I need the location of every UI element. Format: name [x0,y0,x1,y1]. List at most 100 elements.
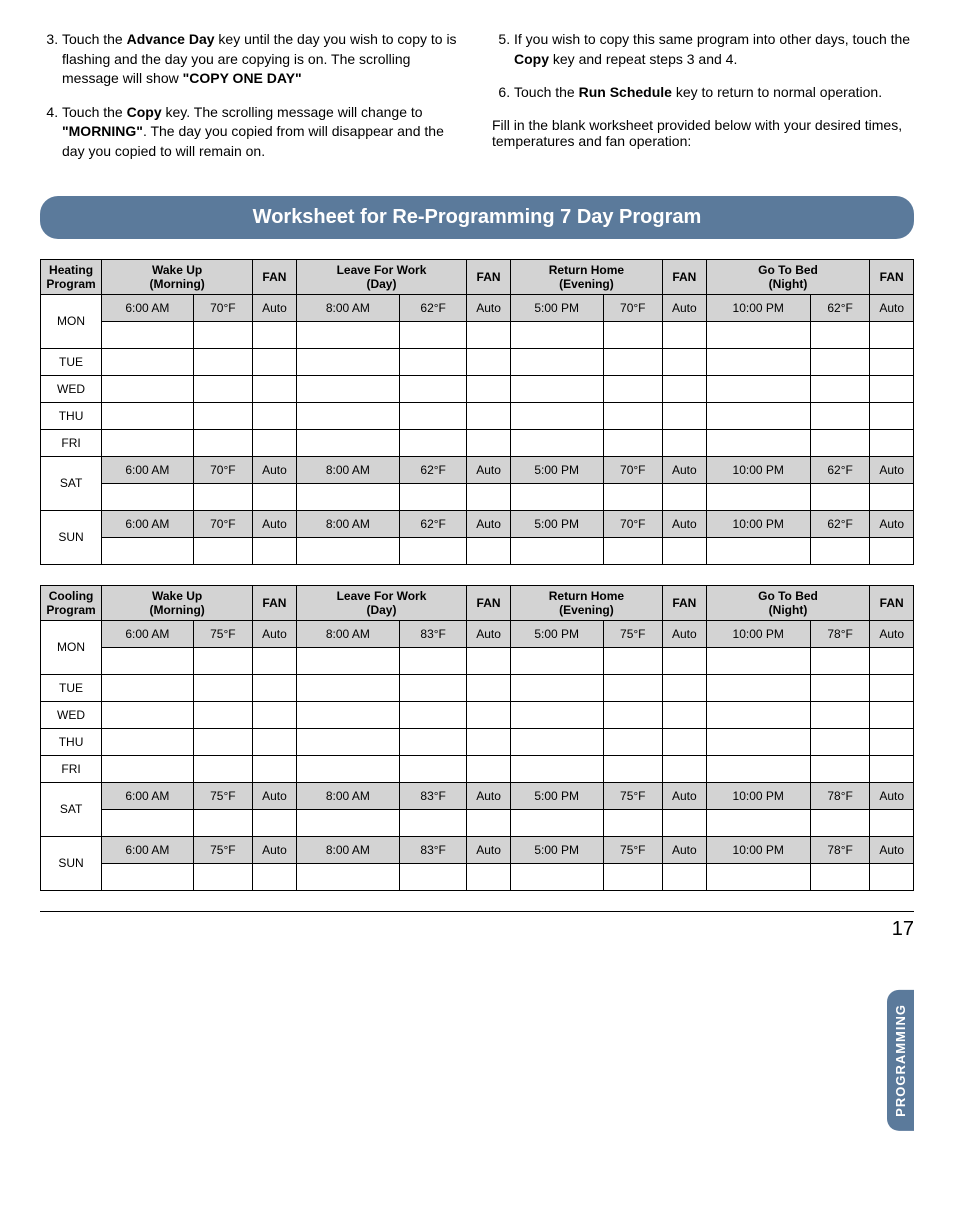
data-cell [870,402,914,429]
table-row: SAT6:00 AM70°FAuto8:00 AM62°FAuto5:00 PM… [41,456,914,483]
data-cell [510,348,603,375]
data-cell [870,701,914,728]
data-cell: 5:00 PM [510,294,603,321]
data-cell: Auto [467,782,511,809]
data-cell [603,755,663,782]
empty-cell [467,647,511,674]
data-cell [467,728,511,755]
empty-cell [400,537,467,564]
empty-cell [510,321,603,348]
data-cell [296,755,399,782]
empty-cell [102,537,194,564]
data-cell: 8:00 AM [296,294,399,321]
data-cell: Auto [870,620,914,647]
empty-cell [870,863,914,890]
data-cell: 10:00 PM [706,836,810,863]
data-cell [603,728,663,755]
instruction-item: Touch the Advance Day key until the day … [62,30,462,89]
empty-cell [870,537,914,564]
data-cell: Auto [467,836,511,863]
empty-cell [510,483,603,510]
data-cell [102,348,194,375]
data-cell: 75°F [193,620,253,647]
data-cell: Auto [253,510,297,537]
day-cell: FRI [41,429,102,456]
data-cell: 10:00 PM [706,620,810,647]
data-cell [467,429,511,456]
day-cell: TUE [41,348,102,375]
data-cell [467,701,511,728]
data-cell [603,375,663,402]
data-cell: 10:00 PM [706,782,810,809]
empty-cell [603,321,663,348]
data-cell [706,701,810,728]
fan-header: FAN [663,259,707,294]
data-cell [810,348,870,375]
day-cell: SAT [41,456,102,510]
data-cell: Auto [870,836,914,863]
table-spacer-row [41,537,914,564]
data-cell [870,674,914,701]
data-cell: 6:00 AM [102,620,194,647]
data-cell: Auto [467,456,511,483]
empty-cell [510,863,603,890]
data-cell [810,402,870,429]
fan-header: FAN [467,585,511,620]
empty-cell [663,809,707,836]
leave-header: Leave For Work(Day) [296,585,466,620]
table-row: FRI [41,755,914,782]
empty-cell [467,483,511,510]
data-cell [102,701,194,728]
data-cell: 10:00 PM [706,510,810,537]
day-cell: SAT [41,782,102,836]
empty-cell [102,863,194,890]
empty-cell [663,863,707,890]
empty-cell [810,537,870,564]
data-cell [253,429,297,456]
day-cell: THU [41,402,102,429]
empty-cell [663,537,707,564]
empty-cell [706,537,810,564]
data-cell [663,429,707,456]
data-cell: 6:00 AM [102,836,194,863]
data-cell: 6:00 AM [102,456,194,483]
data-cell [253,375,297,402]
empty-cell [400,809,467,836]
data-cell: Auto [663,782,707,809]
data-cell: 6:00 AM [102,294,194,321]
data-cell: 70°F [603,294,663,321]
data-cell [663,701,707,728]
table-spacer-row [41,863,914,890]
data-cell [870,429,914,456]
empty-cell [400,321,467,348]
empty-cell [467,863,511,890]
wake-up-header: Wake Up(Morning) [102,585,253,620]
data-cell [663,728,707,755]
instruction-item: Touch the Run Schedule key to return to … [514,83,914,103]
data-cell: 8:00 AM [296,510,399,537]
data-cell [706,755,810,782]
fan-header: FAN [663,585,707,620]
empty-cell [102,483,194,510]
data-cell: 8:00 AM [296,836,399,863]
empty-cell [296,483,399,510]
data-cell [603,701,663,728]
leave-header: Leave For Work(Day) [296,259,466,294]
data-cell [810,674,870,701]
data-cell [102,402,194,429]
day-cell: SUN [41,836,102,890]
data-cell [296,701,399,728]
cooling-table: Cooling Program Wake Up(Morning) FAN Lea… [40,585,914,891]
data-cell: Auto [467,294,511,321]
data-cell: 6:00 AM [102,782,194,809]
data-cell [400,375,467,402]
data-cell [603,429,663,456]
instruction-item: Touch the Copy key. The scrolling messag… [62,103,462,162]
data-cell: 70°F [193,510,253,537]
data-cell [467,674,511,701]
table-row: SUN6:00 AM75°FAuto8:00 AM83°FAuto5:00 PM… [41,836,914,863]
data-cell [706,402,810,429]
empty-cell [253,321,297,348]
table-row: WED [41,701,914,728]
data-cell: Auto [870,510,914,537]
